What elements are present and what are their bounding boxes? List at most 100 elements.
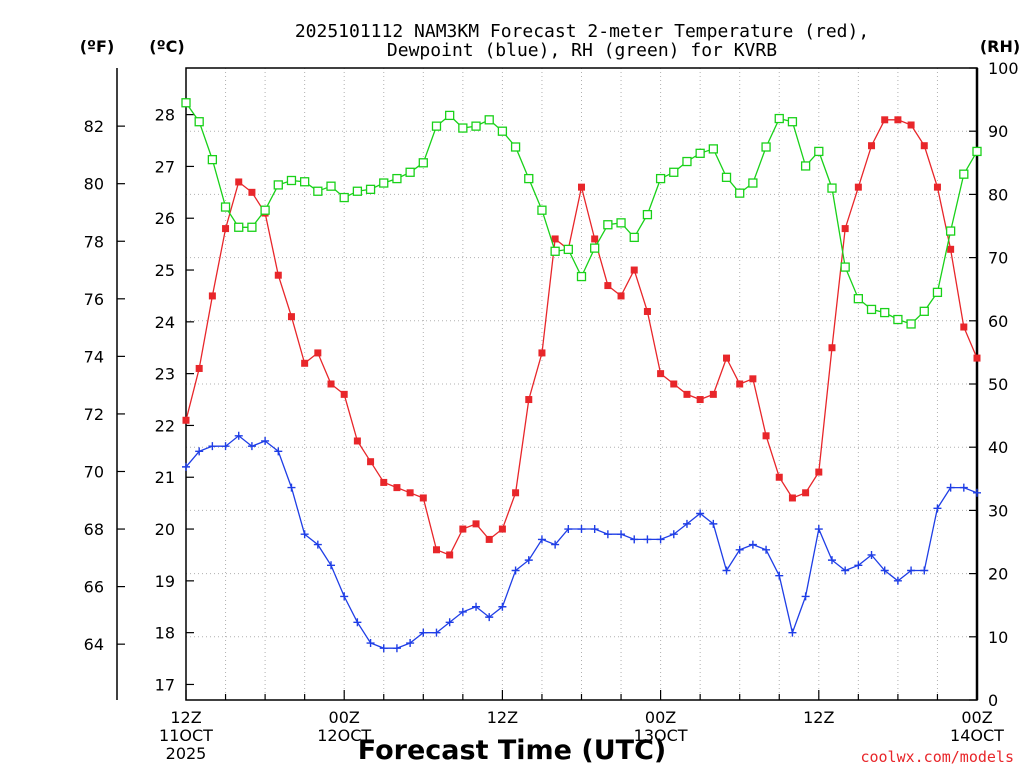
- fahrenheit-tick-label: 66: [84, 578, 104, 597]
- temperature-point: [841, 225, 849, 233]
- rh-point: [550, 246, 560, 256]
- dewpoint-point: [603, 530, 612, 539]
- chart-title-line2: Dewpoint (blue), RH (green) for KVRB: [387, 40, 777, 61]
- fahrenheit-unit-label: (ºF): [80, 37, 115, 56]
- rh-point: [800, 161, 811, 171]
- dewpoint-point: [366, 639, 375, 648]
- dewpoint-point: [590, 525, 599, 534]
- tick-labels: 17 18 19 20 21 22 23 24 25 26 27 28 64 66 68 70 72 74 76 78…: [84, 59, 1019, 763]
- rh-point: [299, 177, 310, 187]
- fahrenheit-tick-label: 82: [84, 117, 104, 136]
- rh-point: [761, 142, 771, 152]
- x-tick-label-date: 11OCT: [159, 726, 213, 745]
- rh-point: [682, 156, 692, 167]
- temperature-point: [274, 271, 282, 279]
- rh-point: [774, 113, 784, 124]
- celsius-tick-label: 22: [155, 416, 175, 435]
- rh-tick-label: 10: [988, 628, 1008, 647]
- dewpoint-point: [432, 628, 441, 637]
- dewpoint-point: [762, 545, 771, 554]
- fahrenheit-tick-label: 68: [84, 520, 104, 539]
- dewpoint-point: [537, 535, 546, 544]
- dewpoint-point: [485, 613, 494, 622]
- rh-point: [932, 287, 943, 298]
- dewpoint-point: [353, 618, 362, 627]
- temperature-point: [327, 380, 335, 388]
- fahrenheit-tick-label: 80: [84, 175, 104, 194]
- rh-point: [708, 144, 718, 154]
- rh-line: [185, 102, 978, 325]
- temperature-point: [723, 354, 731, 362]
- dewpoint-point: [327, 561, 336, 570]
- rh-point: [669, 167, 679, 177]
- temperature-point: [788, 494, 796, 502]
- temperature-point: [960, 323, 968, 331]
- dewpoint-point: [788, 628, 797, 637]
- temperature-point: [828, 344, 836, 352]
- rh-point: [814, 146, 824, 157]
- dewpoint-point: [867, 550, 876, 559]
- dewpoint-point: [880, 566, 889, 575]
- axes: [116, 67, 979, 701]
- dewpoint-point: [208, 442, 217, 451]
- rh-point: [445, 110, 455, 121]
- celsius-tick-label: 28: [155, 106, 175, 125]
- temperature-point: [287, 313, 295, 321]
- dewpoint-point: [669, 530, 678, 539]
- dewpoint-point: [313, 540, 322, 549]
- dewpoint-point: [458, 607, 467, 616]
- rh-point: [576, 271, 587, 282]
- celsius-tick-label: 20: [155, 520, 175, 539]
- dewpoint-point: [524, 556, 533, 565]
- rh-point: [590, 243, 600, 253]
- celsius-tick-label: 19: [155, 572, 175, 591]
- dewpoint-point: [801, 592, 810, 601]
- celsius-tick-label: 18: [155, 624, 175, 643]
- temperature-point: [881, 116, 889, 124]
- celsius-tick-label: 24: [155, 313, 175, 332]
- dewpoint-point: [498, 602, 507, 611]
- chart-title-line1: 2025101112 NAM3KM Forecast 2-meter Tempe…: [295, 21, 869, 42]
- rh-point: [471, 121, 481, 131]
- temperature-point: [578, 183, 585, 191]
- dewpoint-point: [300, 530, 309, 539]
- dewpoint-point: [814, 525, 823, 534]
- temperature-point: [920, 142, 928, 150]
- rh-point: [510, 142, 521, 152]
- dewpoint-point: [907, 566, 916, 575]
- temperature-point: [512, 489, 520, 497]
- temperature-point: [894, 116, 902, 124]
- dewpoint-point: [445, 618, 454, 627]
- rh-point: [418, 158, 428, 168]
- rh-series: [181, 98, 982, 329]
- dewpoint-point: [577, 525, 586, 534]
- celsius-tick-label: 21: [155, 468, 175, 487]
- dewpoint-point: [511, 566, 520, 575]
- dewpoint-series: [182, 431, 981, 653]
- rh-point: [286, 175, 297, 186]
- temperature-point: [604, 282, 612, 290]
- x-tick-label-date: 12OCT: [317, 726, 371, 745]
- x-axis-label: Forecast Time (UTC): [358, 735, 666, 766]
- temperature-point: [973, 354, 981, 362]
- dewpoint-point: [893, 576, 902, 585]
- dewpoint-point: [234, 431, 243, 440]
- rh-point: [642, 209, 653, 220]
- rh-point: [339, 192, 349, 203]
- dewpoint-point: [656, 535, 665, 544]
- fahrenheit-tick-label: 72: [84, 405, 104, 424]
- temperature-point: [406, 489, 414, 497]
- rh-point: [853, 294, 863, 304]
- rh-tick-label: 0: [988, 691, 998, 710]
- rh-tick-label: 20: [988, 565, 1008, 584]
- fahrenheit-tick-label: 74: [84, 347, 104, 366]
- dewpoint-point: [682, 519, 691, 528]
- fahrenheit-tick-label: 64: [84, 635, 104, 654]
- dewpoint-point: [564, 525, 573, 534]
- rh-tick-label: 60: [988, 312, 1008, 331]
- dewpoint-point: [392, 644, 401, 653]
- x-tick-label-time: 00Z: [645, 708, 676, 727]
- rh-point: [945, 226, 956, 236]
- rh-point: [220, 202, 231, 212]
